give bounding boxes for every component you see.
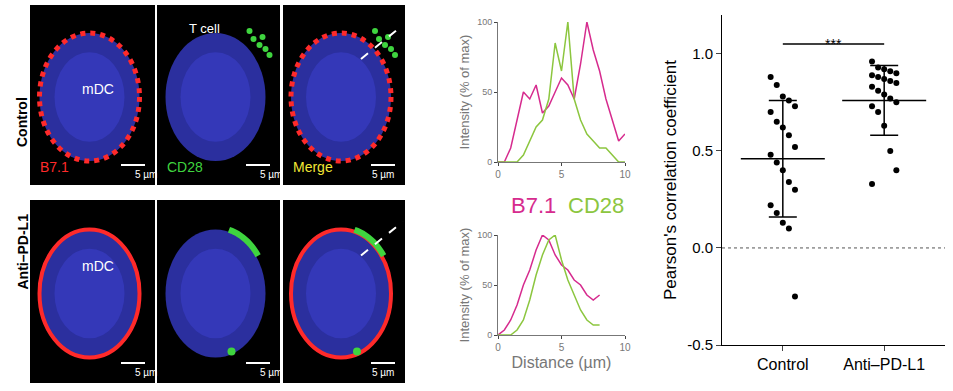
svg-text:B7.1: B7.1 xyxy=(40,159,69,175)
svg-text:Intensity (% of max): Intensity (% of max) xyxy=(457,228,472,343)
svg-text:Control: Control xyxy=(14,97,30,147)
svg-text:1.0: 1.0 xyxy=(692,45,713,62)
svg-text:B7.1: B7.1 xyxy=(511,193,556,218)
svg-text:mDC: mDC xyxy=(82,81,114,97)
svg-text:Distance (µm): Distance (µm) xyxy=(512,354,612,371)
svg-text:50: 50 xyxy=(482,87,492,97)
svg-text:CD28: CD28 xyxy=(568,193,624,218)
svg-text:Merge: Merge xyxy=(293,159,333,175)
svg-text:Intensity (% of max): Intensity (% of max) xyxy=(457,35,472,150)
svg-text:5: 5 xyxy=(559,342,565,353)
svg-text:5 µm: 5 µm xyxy=(372,169,394,180)
svg-text:0.0: 0.0 xyxy=(692,239,713,256)
svg-text:5 µm: 5 µm xyxy=(260,169,282,180)
svg-text:0: 0 xyxy=(495,169,501,180)
svg-text:5 µm: 5 µm xyxy=(260,367,282,378)
svg-text:-0.5: -0.5 xyxy=(687,336,713,353)
svg-text:Control: Control xyxy=(757,356,809,373)
svg-text:100: 100 xyxy=(477,17,492,27)
svg-text:5 µm: 5 µm xyxy=(135,169,157,180)
svg-text:100: 100 xyxy=(477,230,492,240)
svg-text:5: 5 xyxy=(559,169,565,180)
svg-text:50: 50 xyxy=(482,280,492,290)
svg-text:Anti–PD-L1: Anti–PD-L1 xyxy=(843,356,925,373)
svg-text:10: 10 xyxy=(619,342,631,353)
svg-text:Anti–PD-L1: Anti–PD-L1 xyxy=(15,214,31,290)
svg-text:0.5: 0.5 xyxy=(692,142,713,159)
svg-text:0: 0 xyxy=(487,330,492,340)
svg-text:mDC: mDC xyxy=(82,258,114,274)
svg-text:10: 10 xyxy=(619,169,631,180)
svg-text:***: *** xyxy=(825,36,842,52)
svg-text:5 µm: 5 µm xyxy=(372,367,394,378)
svg-text:T cell: T cell xyxy=(189,21,220,36)
svg-text:CD28: CD28 xyxy=(167,159,203,175)
svg-text:0: 0 xyxy=(495,342,501,353)
svg-text:0: 0 xyxy=(487,157,492,167)
svg-text:5 µm: 5 µm xyxy=(135,367,157,378)
svg-text:Pearson's correlation coeffici: Pearson's correlation coefficient xyxy=(661,60,680,300)
